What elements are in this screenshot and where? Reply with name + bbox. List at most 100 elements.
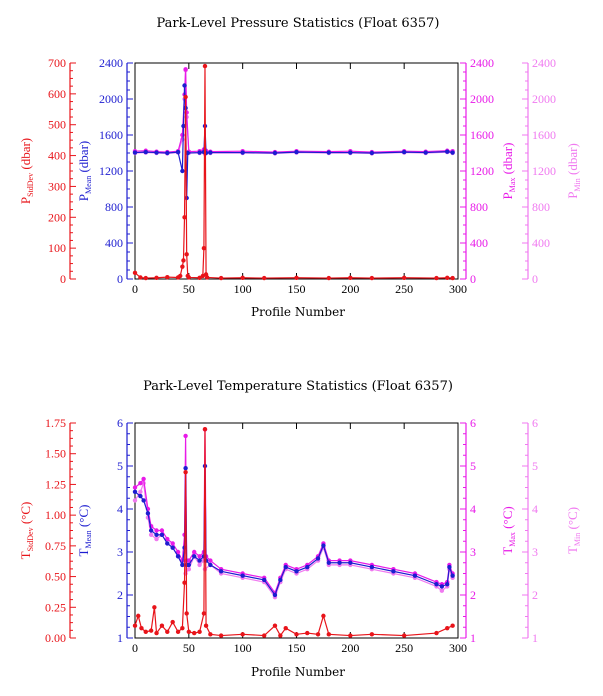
stddev-tick-label: 1.50 — [45, 447, 66, 461]
max-tick-label: 2400 — [470, 56, 494, 70]
mean-data-point — [445, 582, 450, 587]
mean-data-point — [262, 577, 267, 583]
stddev-data-point — [154, 275, 159, 280]
mean-data-point — [348, 560, 353, 565]
mean-tick-label: 1600 — [99, 128, 123, 142]
mean-data-point — [186, 562, 192, 568]
mean-tick-label: 4 — [117, 502, 123, 516]
x-tick-label: 300 — [449, 641, 467, 655]
mean-data-point — [192, 554, 197, 559]
stddev-data-point — [159, 623, 165, 628]
stddev-data-point — [202, 426, 208, 432]
stddev-data-point — [326, 275, 331, 281]
mean-data-point — [240, 573, 245, 578]
mean-data-point — [185, 150, 190, 156]
stddev-data-point — [272, 623, 278, 628]
stddev-data-point — [136, 613, 141, 619]
min-tick-label: 6 — [532, 416, 538, 430]
mean-data-point — [180, 168, 185, 174]
stddev-data-point — [182, 580, 187, 585]
x-tick-label: 200 — [341, 282, 359, 296]
stddev-data-point — [445, 625, 450, 631]
mean-data-point — [439, 584, 445, 589]
temperature-panel: Park-Level Temperature Statistics (Float… — [18, 379, 582, 679]
stddev-data-point — [197, 275, 202, 280]
stddev-series-line — [134, 429, 453, 637]
stddev-data-point — [183, 469, 188, 475]
stddev-data-point — [240, 275, 245, 280]
x-tick-label: 150 — [288, 282, 306, 296]
stddev-data-point — [180, 264, 185, 269]
mean-data-point — [197, 150, 202, 155]
stddev-data-point — [445, 275, 450, 280]
stddev-data-point — [201, 611, 207, 616]
stddev-data-point — [348, 275, 353, 280]
stddev-axis-label: TStdDev (°C) — [18, 502, 35, 560]
max-data-point — [138, 481, 143, 486]
stddev-data-point — [178, 273, 183, 279]
mean-data-point — [423, 150, 428, 155]
stddev-tick-label: 1.00 — [45, 508, 66, 522]
mean-series-line — [134, 85, 453, 199]
stddev-data-point — [181, 258, 186, 263]
stddev-data-point — [326, 632, 331, 637]
max-data-point — [159, 528, 165, 533]
stddev-data-point — [186, 275, 192, 280]
max-data-point — [154, 528, 159, 533]
min-tick-label: 1200 — [532, 164, 556, 178]
min-data-point — [154, 536, 159, 542]
mean-data-point — [154, 150, 159, 155]
mean-tick-label: 5 — [117, 459, 123, 473]
x-tick-label: 50 — [183, 641, 195, 655]
stddev-data-point — [294, 275, 299, 280]
stddev-data-point — [434, 275, 439, 281]
stddev-data-point — [450, 275, 455, 281]
x-tick-label: 300 — [449, 282, 467, 296]
stddev-data-point — [240, 632, 245, 637]
mean-data-point — [170, 545, 175, 550]
stddev-tick-label: 700 — [48, 56, 66, 70]
min-tick-label: 2400 — [532, 56, 556, 70]
stddev-data-point — [165, 629, 170, 635]
mean-data-point — [159, 532, 165, 537]
stddev-data-point — [192, 630, 197, 636]
mean-tick-label: 0 — [117, 272, 123, 286]
mean-data-point — [450, 573, 455, 578]
mean-tick-label: 800 — [105, 200, 123, 214]
stddev-tick-label: 1.25 — [45, 477, 66, 491]
stddev-data-point — [186, 629, 192, 635]
min-tick-label: 2000 — [532, 92, 556, 106]
max-data-point — [170, 541, 175, 546]
mean-data-point — [369, 150, 375, 156]
mean-data-point — [272, 150, 278, 156]
stddev-tick-label: 0 — [60, 272, 66, 286]
min-data-point — [148, 532, 154, 537]
mean-data-point — [240, 150, 245, 155]
stddev-data-point — [348, 633, 353, 638]
mean-axis-label: TMean (°C) — [76, 505, 93, 557]
max-axis-label: TMax (°C) — [500, 506, 517, 554]
x-tick-label: 250 — [395, 641, 413, 655]
stddev-tick-label: 500 — [48, 118, 66, 132]
max-data-point — [180, 132, 185, 138]
stddev-data-point — [305, 630, 310, 636]
max-tick-label: 800 — [470, 200, 488, 214]
pressure-panel: Park-Level Pressure Statistics (Float 63… — [18, 16, 582, 319]
max-tick-label: 1600 — [470, 128, 494, 142]
x-tick-label: 200 — [341, 641, 359, 655]
mean-data-point — [315, 556, 321, 561]
mean-tick-label: 400 — [105, 236, 123, 250]
min-data-point — [202, 567, 208, 572]
stddev-data-point — [278, 633, 283, 638]
max-series-line — [134, 429, 454, 595]
mean-data-point — [145, 511, 151, 516]
mean-data-point — [391, 569, 396, 574]
mean-data-point — [294, 569, 299, 574]
x-tick-label: 50 — [183, 282, 195, 296]
stddev-data-point — [434, 630, 439, 636]
mean-data-point — [132, 489, 138, 494]
stddev-data-point — [283, 625, 288, 631]
min-data-point — [186, 567, 192, 572]
stddev-data-point — [152, 605, 157, 610]
